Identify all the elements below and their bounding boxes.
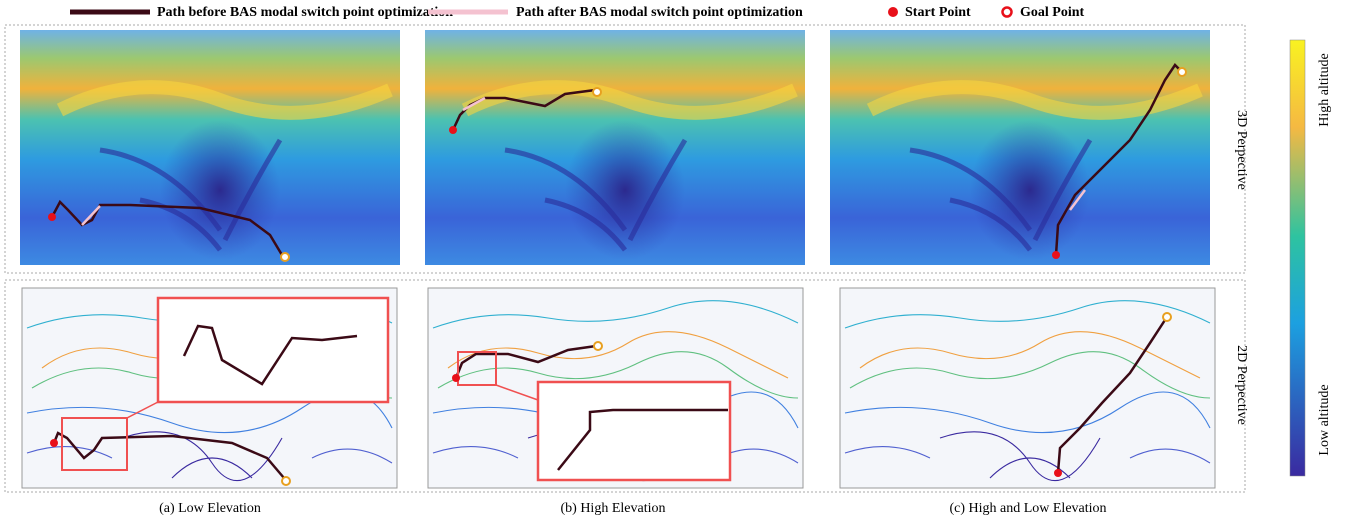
legend-label: Goal Point	[1020, 5, 1085, 20]
row-label: 3D Perpective	[1234, 110, 1249, 190]
terrain-panel	[830, 30, 1210, 265]
figure: Path before BAS modal switch point optim…	[0, 0, 1349, 520]
contour-panel	[22, 288, 397, 488]
colorbar	[1290, 40, 1305, 476]
terrain-panel	[20, 30, 400, 265]
colorbar-label: Low altitude	[1317, 384, 1332, 455]
legend-label: Start Point	[905, 5, 971, 20]
legend-label: Path after BAS modal switch point optimi…	[516, 5, 803, 20]
terrain-panel	[425, 30, 805, 265]
legend-swatch	[1003, 8, 1012, 17]
colorbar-label: High altitude	[1317, 53, 1332, 127]
row-label: 2D Perpective	[1234, 345, 1249, 425]
legend-label: Path before BAS modal switch point optim…	[157, 5, 453, 20]
legend-swatch	[888, 7, 898, 17]
panel-caption: (c) High and Low Elevation	[949, 501, 1106, 516]
contour-panel	[428, 288, 803, 488]
contour-panel	[840, 288, 1215, 488]
panel-caption: (a) Low Elevation	[159, 501, 261, 516]
panel-caption: (b) High Elevation	[561, 501, 666, 516]
